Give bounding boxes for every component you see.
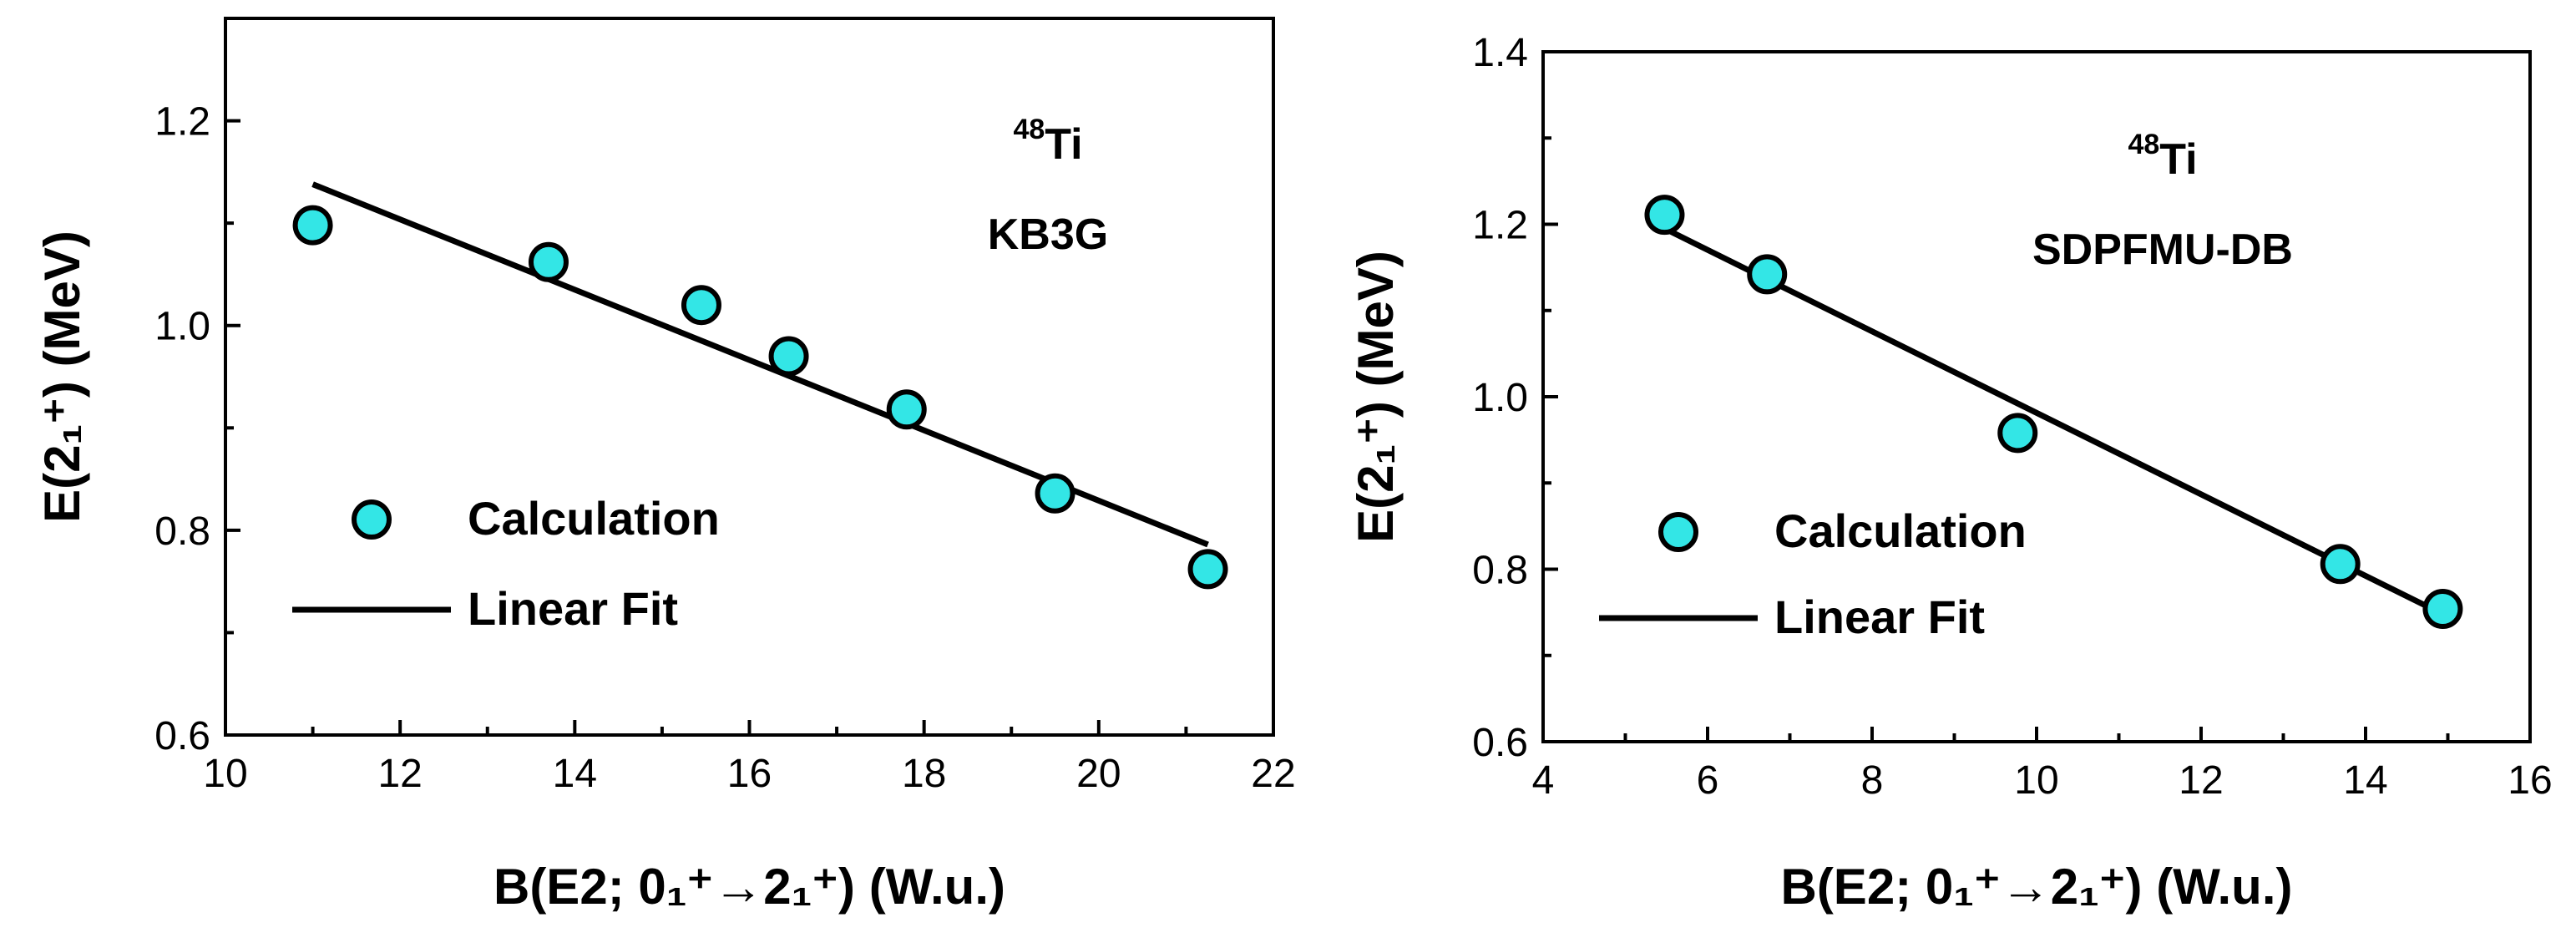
y-tick-label: 1.2 [154, 100, 210, 144]
nucleus-annotation: 48Ti [1013, 114, 1082, 169]
y-tick-label: 0.8 [154, 509, 210, 554]
x-tick-label: 6 [1697, 758, 1719, 803]
model-annotation: SDPFMU-DB [2032, 226, 2293, 274]
y-tick-label: 1.2 [1472, 204, 1528, 248]
calculation-point [886, 389, 927, 430]
legend-label-calculation: Calculation [1774, 504, 2027, 557]
x-tick-label: 8 [1861, 758, 1884, 803]
x-tick-label: 18 [902, 752, 946, 796]
legend-marker-calculation [1658, 512, 1698, 552]
calculation-point [1644, 195, 1685, 236]
y-axis-label: E(2₁⁺) (MeV) [1348, 251, 1404, 543]
legend: Calculation Linear Fit [292, 492, 720, 635]
legend-label-linear-fit: Linear Fit [468, 582, 678, 635]
x-tick-label: 10 [2014, 758, 2058, 803]
x-tick-label: 16 [727, 752, 772, 796]
legend: Calculation Linear Fit [1599, 504, 2027, 643]
x-tick-label: 10 [203, 752, 247, 796]
calculation-point [1997, 413, 2038, 454]
y-tick-label: 0.6 [1472, 721, 1528, 765]
plot-frame [224, 17, 1275, 737]
y-tick-label: 0.8 [1472, 549, 1528, 593]
mass-number: 48 [2128, 129, 2159, 160]
x-tick-label: 4 [1532, 758, 1555, 803]
element-symbol: Ti [1045, 120, 1082, 169]
left-chart-panel: 10 12 14 16 18 20 22 0.6 0.8 1.0 1.2 B(E2; 0₁⁺→2₁⁺)… [34, 17, 1296, 915]
calculation-point [768, 336, 809, 377]
nucleus-annotation: 48Ti [2128, 129, 2197, 184]
x-tick-label: 12 [2179, 758, 2223, 803]
legend-label-calculation: Calculation [468, 492, 720, 545]
y-tick-label: 1.4 [1472, 31, 1528, 75]
y-tick-label: 0.6 [154, 714, 210, 758]
mass-number: 48 [1013, 114, 1045, 145]
x-axis-label: B(E2; 0₁⁺→2₁⁺) (W.u.) [1781, 859, 2293, 915]
model-annotation: KB3G [988, 210, 1108, 259]
calculation-point [2320, 544, 2361, 585]
calculation-point [1035, 473, 1075, 514]
y-tick-label: 1.0 [154, 305, 210, 349]
calculation-point [1187, 549, 1228, 590]
x-axis-label: B(E2; 0₁⁺→2₁⁺) (W.u.) [493, 859, 1005, 915]
element-symbol: Ti [2159, 135, 2197, 184]
right-chart-panel: 4 6 8 10 12 14 16 0.6 0.8 1.0 1.2 1.4 B(E2; 0₁⁺→2₁⁺)… [1348, 31, 2553, 915]
x-tick-label: 14 [553, 752, 597, 796]
calculation-point [681, 285, 721, 326]
plot-frame [1541, 50, 2532, 743]
calculation-point [1747, 254, 1788, 295]
x-tick-label: 12 [377, 752, 422, 796]
calculation-point [2422, 588, 2463, 629]
linear-fit-line [1663, 226, 2444, 617]
x-tick-label: 14 [2343, 758, 2387, 803]
x-tick-label: 22 [1251, 752, 1295, 796]
x-tick-label: 16 [2508, 758, 2552, 803]
y-axis-label: E(2₁⁺) (MeV) [34, 231, 90, 523]
calculation-point [292, 205, 333, 246]
legend-marker-calculation [352, 499, 392, 540]
y-tick-label: 1.0 [1472, 376, 1528, 420]
legend-label-linear-fit: Linear Fit [1774, 591, 1985, 643]
calculation-point [528, 241, 569, 282]
x-tick-label: 20 [1076, 752, 1121, 796]
